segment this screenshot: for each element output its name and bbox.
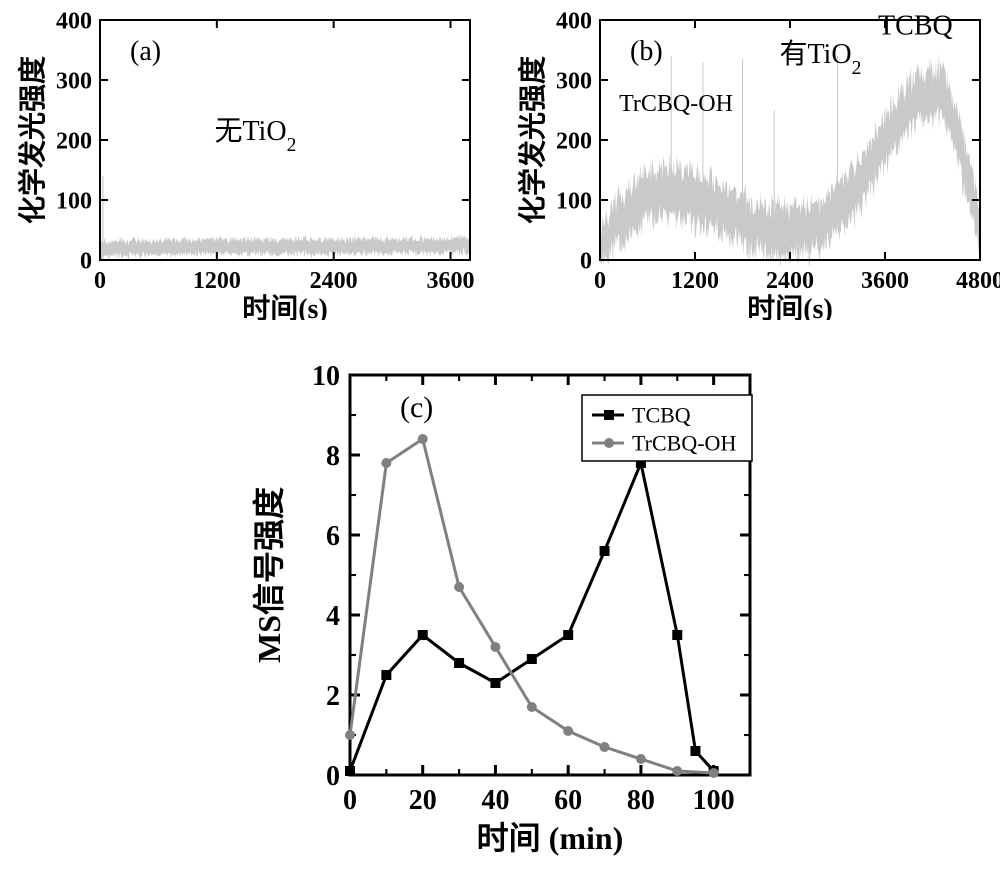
svg-text:2400: 2400 — [766, 268, 814, 294]
svg-text:200: 200 — [56, 128, 92, 154]
panel-label: (b) — [630, 36, 663, 67]
svg-text:400: 400 — [56, 8, 92, 34]
svg-text:3600: 3600 — [861, 268, 909, 294]
y-axis-label: 化学发光强度 — [516, 56, 549, 224]
svg-text:0: 0 — [580, 248, 592, 274]
figure-page: 01200240036000100200300400时间(s)化学发光强度(a)… — [0, 0, 1000, 891]
y-axis-label: 化学发光强度 — [16, 56, 49, 224]
svg-text:0: 0 — [594, 268, 606, 294]
panel-annotation: 有TiO2 — [779, 38, 861, 78]
legend-item-label: TCBQ — [632, 403, 691, 428]
svg-text:0: 0 — [343, 785, 357, 816]
chart-legend: TCBQ TrCBQ-OH — [582, 395, 752, 461]
svg-text:200: 200 — [556, 128, 592, 154]
svg-text:100: 100 — [693, 785, 735, 816]
svg-text:2400: 2400 — [310, 268, 358, 294]
svg-text:6: 6 — [326, 521, 340, 552]
svg-text:4800: 4800 — [956, 268, 1000, 294]
svg-text:0: 0 — [326, 761, 340, 792]
svg-text:300: 300 — [56, 68, 92, 94]
panel-b: 0 1200 2400 3600 4800 0 100 200 300 400 时间(s) 化学发光强… — [510, 0, 1000, 320]
svg-text:8: 8 — [326, 441, 340, 472]
panel-annotation: 无TiO2 — [214, 116, 296, 156]
panel-label: (c) — [400, 391, 433, 424]
svg-text:4: 4 — [326, 601, 340, 632]
chart-annotation: TCBQ — [878, 10, 953, 41]
svg-text:3600: 3600 — [427, 268, 475, 294]
svg-text:2: 2 — [326, 681, 340, 712]
x-axis-label: 时间(s) — [747, 293, 833, 320]
svg-text:60: 60 — [554, 785, 582, 816]
panel-c: 0 20 40 60 80 100 0 2 4 6 8 10 时间 (min) MS信号强度 (c) TCBQ… — [240, 345, 780, 865]
svg-text:40: 40 — [481, 785, 509, 816]
svg-text:100: 100 — [56, 188, 92, 214]
svg-text:1200: 1200 — [193, 268, 241, 294]
x-axis-label: 时间 (min) — [477, 820, 624, 856]
panel-a: 0 1200 2400 3600 0 100 200 300 400 时间(s) 化学发光强度 (a)… — [10, 0, 490, 320]
svg-text:10: 10 — [312, 361, 340, 392]
svg-text:1200: 1200 — [671, 268, 719, 294]
svg-text:300: 300 — [556, 68, 592, 94]
x-axis-label: 时间(s) — [242, 293, 328, 320]
svg-text:0: 0 — [80, 248, 92, 274]
svg-text:100: 100 — [556, 188, 592, 214]
svg-text:400: 400 — [556, 8, 592, 34]
y-axis-label: MS信号强度 — [251, 487, 287, 663]
chart-annotation: TrCBQ-OH — [619, 91, 733, 117]
legend-item-label: TrCBQ-OH — [632, 431, 736, 456]
svg-text:80: 80 — [627, 785, 655, 816]
panel-label: (a) — [130, 36, 161, 67]
svg-text:20: 20 — [409, 785, 437, 816]
svg-text:0: 0 — [94, 268, 106, 294]
